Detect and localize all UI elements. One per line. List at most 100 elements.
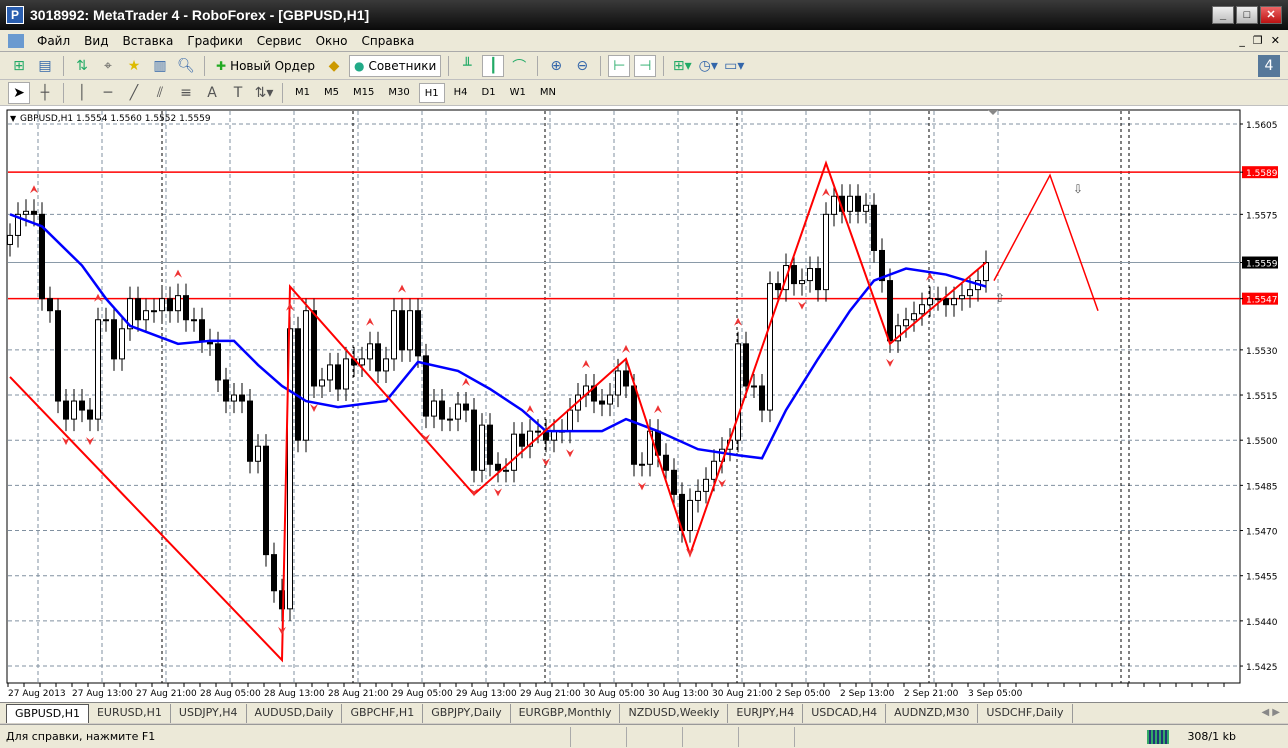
new-order-button[interactable]: ✚ Новый Ордер	[216, 58, 315, 73]
chart-tabs: GBPUSD,H1 EURUSD,H1 USDJPY,H4 AUDUSD,Daily G…	[0, 702, 1288, 723]
zigzag-line	[9, 160, 987, 663]
timeframe-m1[interactable]: M1	[295, 86, 310, 98]
chart-tab[interactable]: EURGBP,Monthly	[511, 704, 621, 723]
fourth-icon[interactable]: 4	[1258, 54, 1280, 77]
menu-insert[interactable]: Вставка	[122, 33, 174, 48]
y-tick-label: 1.5515	[1246, 392, 1278, 402]
tab-scroll-arrows[interactable]: ◀ ▶	[1261, 707, 1280, 718]
vertical-line-icon[interactable]: │	[77, 84, 87, 101]
mdi-minimize-icon[interactable]: _	[1239, 34, 1245, 47]
chart-tab[interactable]: AUDUSD,Daily	[247, 704, 343, 723]
standard-toolbar: ⊞ ▤ ⇅ ⌖ ★ ▥ 🔍︎ ✚ Новый Ордер ◆ ● Советники…	[0, 52, 1288, 80]
indicators-icon[interactable]: ⊞▾	[672, 57, 692, 74]
zoom-in-icon[interactable]: ⊕	[550, 57, 563, 74]
menu-file[interactable]: Файл	[37, 33, 71, 48]
strategy-tester-icon[interactable]: 🔍︎	[177, 57, 195, 74]
status-help: Для справки, нажмите F1	[6, 730, 156, 743]
profiles-icon[interactable]: ▤	[38, 57, 52, 74]
mdi-close-icon[interactable]: ✕	[1270, 34, 1280, 47]
menu-help[interactable]: Справка	[361, 33, 415, 48]
candle-body	[487, 424, 493, 465]
fractal-up-arrow	[94, 293, 102, 302]
market-watch-icon[interactable]: ⇅	[76, 57, 88, 74]
y-tick-label: 1.5500	[1246, 437, 1278, 447]
chart-tab[interactable]: USDCAD,H4	[803, 704, 887, 723]
warning-icon[interactable]: ◆	[328, 57, 340, 74]
timeframe-w1[interactable]: W1	[509, 86, 526, 98]
chart-window[interactable]: ⇩ ⇧ 1.5605 1.5589 1.5575 1.5559 1.5547 1.5530 1.…	[0, 106, 1288, 702]
candle-body	[431, 400, 437, 417]
text-label-icon[interactable]: T	[233, 84, 243, 101]
chart-tab[interactable]: USDJPY,H4	[171, 704, 247, 723]
timeframe-mn[interactable]: MN	[539, 86, 556, 98]
collapse-icon[interactable]: ▼	[10, 114, 17, 123]
fractal-down-arrow	[638, 482, 646, 491]
chart-tab[interactable]: GBPCHF,H1	[342, 704, 424, 723]
chart-tab[interactable]: GBPJPY,Daily	[423, 704, 511, 723]
candle-body	[455, 403, 461, 420]
bar-chart-icon[interactable]: ╨	[463, 57, 472, 74]
fractal-down-arrow	[86, 437, 94, 446]
close-button[interactable]: ✕	[1260, 6, 1282, 24]
x-tick-label: 28 Aug 13:00	[264, 689, 325, 699]
candle-body	[863, 204, 869, 212]
terminal-icon[interactable]: ▥	[153, 57, 167, 74]
chart-tab[interactable]: USDCHF,Daily	[978, 704, 1073, 723]
chart-tab[interactable]: EURUSD,H1	[89, 704, 171, 723]
candle-body	[831, 195, 837, 215]
horizontal-line-icon[interactable]: ─	[103, 84, 113, 101]
fibonacci-icon[interactable]: ≡	[180, 84, 192, 101]
arrows-icon[interactable]: ⇅▾	[254, 84, 274, 101]
title-bar: P 3018992: MetaTrader 4 - RoboForex - [G…	[0, 0, 1288, 30]
chart-tab[interactable]: GBPUSD,H1	[6, 704, 89, 723]
navigator-icon[interactable]: ★	[127, 57, 141, 74]
x-tick-label: 28 Aug 21:00	[328, 689, 389, 699]
fractal-up-arrow	[286, 302, 294, 311]
new-chart-icon[interactable]: ⊞	[13, 57, 25, 74]
x-tick-label: 29 Aug 13:00	[456, 689, 517, 699]
text-icon[interactable]: A	[207, 84, 217, 101]
chart-shift-icon[interactable]: ⊣	[634, 54, 657, 77]
price-chart[interactable]: ⇩ ⇧ 1.5605 1.5589 1.5575 1.5559 1.5547 1.5530 1.…	[0, 106, 1288, 702]
chart-tab[interactable]: AUDNZD,M30	[886, 704, 979, 723]
candle-body	[231, 394, 237, 402]
timeframe-m15[interactable]: M15	[353, 86, 375, 98]
mdi-restore-icon[interactable]: ❐	[1252, 34, 1263, 47]
menu-window[interactable]: Окно	[315, 33, 348, 48]
cursor-icon[interactable]: ➤	[8, 81, 30, 104]
menu-tools[interactable]: Сервис	[256, 33, 302, 48]
minimize-button[interactable]: _	[1212, 6, 1234, 24]
timeframe-d1[interactable]: D1	[481, 86, 496, 98]
candle-body	[751, 385, 757, 388]
maximize-button[interactable]: □	[1236, 6, 1258, 24]
timeframe-h1[interactable]: H1	[418, 82, 445, 103]
equidistant-channel-icon[interactable]: ⫽	[156, 84, 164, 101]
templates-icon[interactable]: ▭▾	[724, 57, 745, 74]
timeframe-m5[interactable]: M5	[324, 86, 339, 98]
candlestick-icon[interactable]: ┃	[482, 54, 505, 77]
periods-icon[interactable]: ◷▾	[698, 57, 718, 74]
candle-body	[623, 370, 629, 387]
zoom-out-icon[interactable]: ⊖	[576, 57, 589, 74]
chart-tab[interactable]: EURJPY,H4	[728, 704, 804, 723]
candle-body	[103, 319, 109, 322]
candle-body	[335, 364, 341, 390]
candle-body	[551, 430, 557, 441]
line-chart-icon[interactable]: ⌒	[512, 58, 527, 75]
candle-body	[87, 409, 93, 420]
timeframe-m30[interactable]: M30	[388, 86, 410, 98]
candle-body	[31, 210, 37, 215]
candle-body	[167, 298, 173, 312]
chart-tab[interactable]: NZDUSD,Weekly	[620, 704, 729, 723]
menu-charts[interactable]: Графики	[187, 33, 243, 48]
auto-scroll-icon[interactable]: ⊢	[608, 54, 631, 77]
experts-button[interactable]: ● Советники	[348, 54, 442, 77]
candle-body	[767, 283, 773, 411]
candle-body	[175, 295, 181, 312]
trendline-icon[interactable]: ╱	[129, 84, 139, 101]
data-window-icon[interactable]: ⌖	[104, 57, 112, 74]
timeframe-h4[interactable]: H4	[453, 86, 468, 98]
candle-body	[607, 394, 613, 405]
menu-view[interactable]: Вид	[84, 33, 109, 48]
crosshair-icon[interactable]: ┼	[40, 84, 50, 101]
